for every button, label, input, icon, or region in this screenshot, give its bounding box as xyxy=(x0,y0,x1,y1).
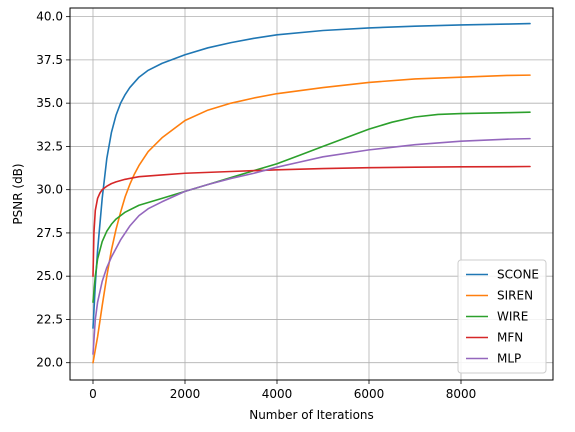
x-axis-label: Number of Iterations xyxy=(249,408,374,422)
y-tick-label: 37.5 xyxy=(36,53,63,67)
series-line-scone xyxy=(92,22,531,329)
legend-label-mfn: MFN xyxy=(497,331,523,345)
series-line-siren xyxy=(92,74,531,364)
series-line-wire xyxy=(92,111,531,303)
y-tick-label: 25.0 xyxy=(36,269,63,283)
y-tick-label: 22.5 xyxy=(36,312,63,326)
series-lines xyxy=(92,22,531,364)
legend-label-mlp: MLP xyxy=(497,352,521,366)
y-tick-label: 20.0 xyxy=(36,356,63,370)
y-tick-label: 30.0 xyxy=(36,183,63,197)
legend-label-siren: SIREN xyxy=(497,289,533,303)
y-tick-label: 32.5 xyxy=(36,139,63,153)
legend: SCONE SIREN WIRE MFN MLP xyxy=(457,259,547,374)
y-axis-label: PSNR (dB) xyxy=(11,163,25,224)
axis-ticks: 0 2000 4000 6000 8000 20.0 22.5 25.0 27.5 30.0 32.… xyxy=(36,10,476,401)
x-tick-label: 6000 xyxy=(354,387,385,401)
y-tick-label: 27.5 xyxy=(36,226,63,240)
y-tick-label: 35.0 xyxy=(36,96,63,110)
series-line-mlp xyxy=(92,137,531,355)
legend-label-wire: WIRE xyxy=(497,310,528,324)
plot-area-frame xyxy=(69,7,554,381)
y-tick-label: 40.0 xyxy=(36,10,63,24)
series-line-mfn xyxy=(92,165,531,277)
legend-label-scone: SCONE xyxy=(497,268,539,282)
x-tick-label: 2000 xyxy=(170,387,201,401)
x-tick-label: 8000 xyxy=(446,387,477,401)
x-tick-label: 0 xyxy=(89,387,97,401)
grid-lines xyxy=(70,8,553,380)
legend-box xyxy=(457,259,547,374)
x-tick-label: 4000 xyxy=(262,387,293,401)
